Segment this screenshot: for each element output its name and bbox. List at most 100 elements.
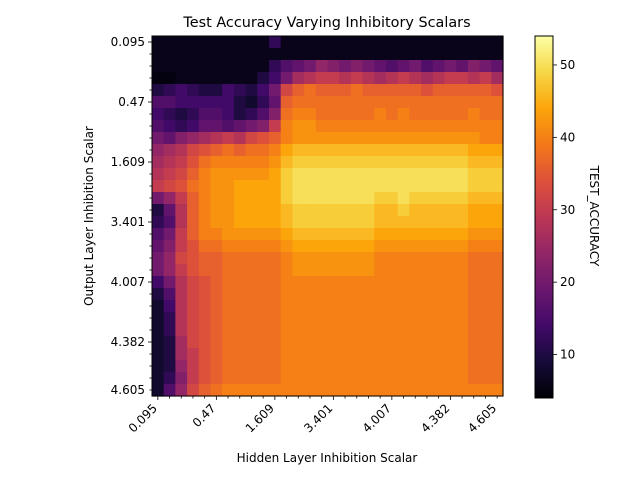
heatmap-cell	[257, 360, 270, 373]
heatmap-cell	[479, 96, 492, 109]
heatmap-cell	[222, 252, 235, 265]
heatmap-cell	[210, 348, 223, 361]
heatmap-cell	[233, 204, 247, 217]
heatmap-cell	[409, 228, 422, 241]
heatmap-cell	[444, 132, 457, 145]
heatmap-cell	[269, 120, 282, 133]
heatmap-cell	[386, 60, 399, 73]
heatmap-cell	[409, 36, 422, 49]
heatmap-cell	[233, 36, 247, 49]
heatmap-cell	[187, 312, 200, 325]
heatmap-cell	[386, 36, 399, 49]
heatmap-cell	[245, 348, 258, 361]
heatmap-cell	[269, 360, 282, 373]
heatmap-cell	[292, 384, 305, 397]
heatmap-cell	[280, 228, 293, 241]
heatmap-cell	[210, 336, 223, 349]
heatmap-cell	[222, 120, 235, 133]
heatmap-cell	[479, 324, 492, 337]
heatmap-cell	[233, 324, 247, 337]
heatmap-cell	[467, 384, 481, 397]
heatmap-cell	[152, 168, 165, 181]
heatmap-cell	[362, 216, 375, 229]
heatmap-cell	[257, 264, 270, 277]
heatmap-cell	[444, 300, 457, 313]
heatmap-cell	[163, 300, 176, 313]
heatmap-cell	[432, 276, 446, 289]
heatmap-cell	[491, 36, 504, 49]
heatmap-cell	[187, 180, 200, 193]
heatmap-cell	[175, 120, 188, 133]
heatmap-cell	[350, 72, 364, 85]
heatmap-cell	[467, 144, 481, 157]
heatmap-cell	[315, 276, 329, 289]
heatmap-cell	[327, 372, 340, 385]
heatmap-cell	[327, 288, 340, 301]
heatmap-cell	[386, 264, 399, 277]
x-tick-label: 3.401	[301, 401, 335, 435]
heatmap-cell	[374, 120, 387, 133]
heatmap-cell	[491, 168, 504, 181]
heatmap-cell	[198, 384, 212, 397]
heatmap-cell	[198, 324, 212, 337]
heatmap-cell	[210, 324, 223, 337]
y-axis-ticks: 0.095 0.47 1.609 3.401 4.007 4.382 4.605	[111, 35, 152, 397]
heatmap-cell	[432, 192, 446, 205]
heatmap-cell	[257, 192, 270, 205]
heatmap-cell	[444, 204, 457, 217]
heatmap-cell	[163, 60, 176, 73]
heatmap-cell	[432, 228, 446, 241]
heatmap-cell	[304, 132, 317, 145]
heatmap-cell	[304, 252, 317, 265]
heatmap-cell	[339, 216, 352, 229]
heatmap-cell	[304, 144, 317, 157]
heatmap-cell	[467, 216, 481, 229]
heatmap-cell	[432, 36, 446, 49]
heatmap-cell	[432, 60, 446, 73]
colorbar-label: TEST_ACCURACY	[587, 165, 601, 267]
heatmap-cell	[421, 36, 434, 49]
heatmap-cell	[339, 228, 352, 241]
heatmap-cell	[304, 48, 317, 61]
heatmap-cell	[304, 240, 317, 253]
heatmap-cell	[444, 288, 457, 301]
heatmap-cell	[210, 240, 223, 253]
heatmap-cell	[362, 180, 375, 193]
heatmap-cell	[386, 192, 399, 205]
heatmap-cell	[233, 348, 247, 361]
heatmap-cell	[491, 108, 504, 121]
heatmap-cell	[292, 120, 305, 133]
heatmap-cell	[233, 108, 247, 121]
heatmap-cell	[467, 240, 481, 253]
heatmap-cell	[374, 384, 387, 397]
heatmap-cell	[421, 276, 434, 289]
heatmap-cell	[210, 84, 223, 97]
heatmap-cell	[187, 144, 200, 157]
heatmap-cell	[210, 264, 223, 277]
heatmap-cell	[432, 204, 446, 217]
heatmap-cell	[198, 36, 212, 49]
heatmap-cell	[421, 228, 434, 241]
heatmap-cell	[362, 240, 375, 253]
heatmap-cell	[456, 96, 469, 109]
heatmap-cell	[467, 312, 481, 325]
heatmap-cell	[163, 240, 176, 253]
heatmap-cell	[444, 48, 457, 61]
heatmap-cell	[362, 132, 375, 145]
heatmap-cell	[292, 264, 305, 277]
heatmap-cell	[163, 96, 176, 109]
heatmap-cell	[304, 228, 317, 241]
heatmap-cell	[210, 48, 223, 61]
heatmap-cell	[421, 252, 434, 265]
heatmap-cell	[432, 240, 446, 253]
heatmap-cell	[304, 120, 317, 133]
heatmap-cell	[421, 72, 434, 85]
heatmap-cell	[175, 132, 188, 145]
heatmap-cell	[198, 216, 212, 229]
heatmap-cell	[175, 144, 188, 157]
heatmap-cell	[269, 372, 282, 385]
plot-frame	[151, 35, 504, 397]
heatmap-cell	[444, 348, 457, 361]
heatmap-cell	[163, 276, 176, 289]
heatmap-cell	[386, 48, 399, 61]
